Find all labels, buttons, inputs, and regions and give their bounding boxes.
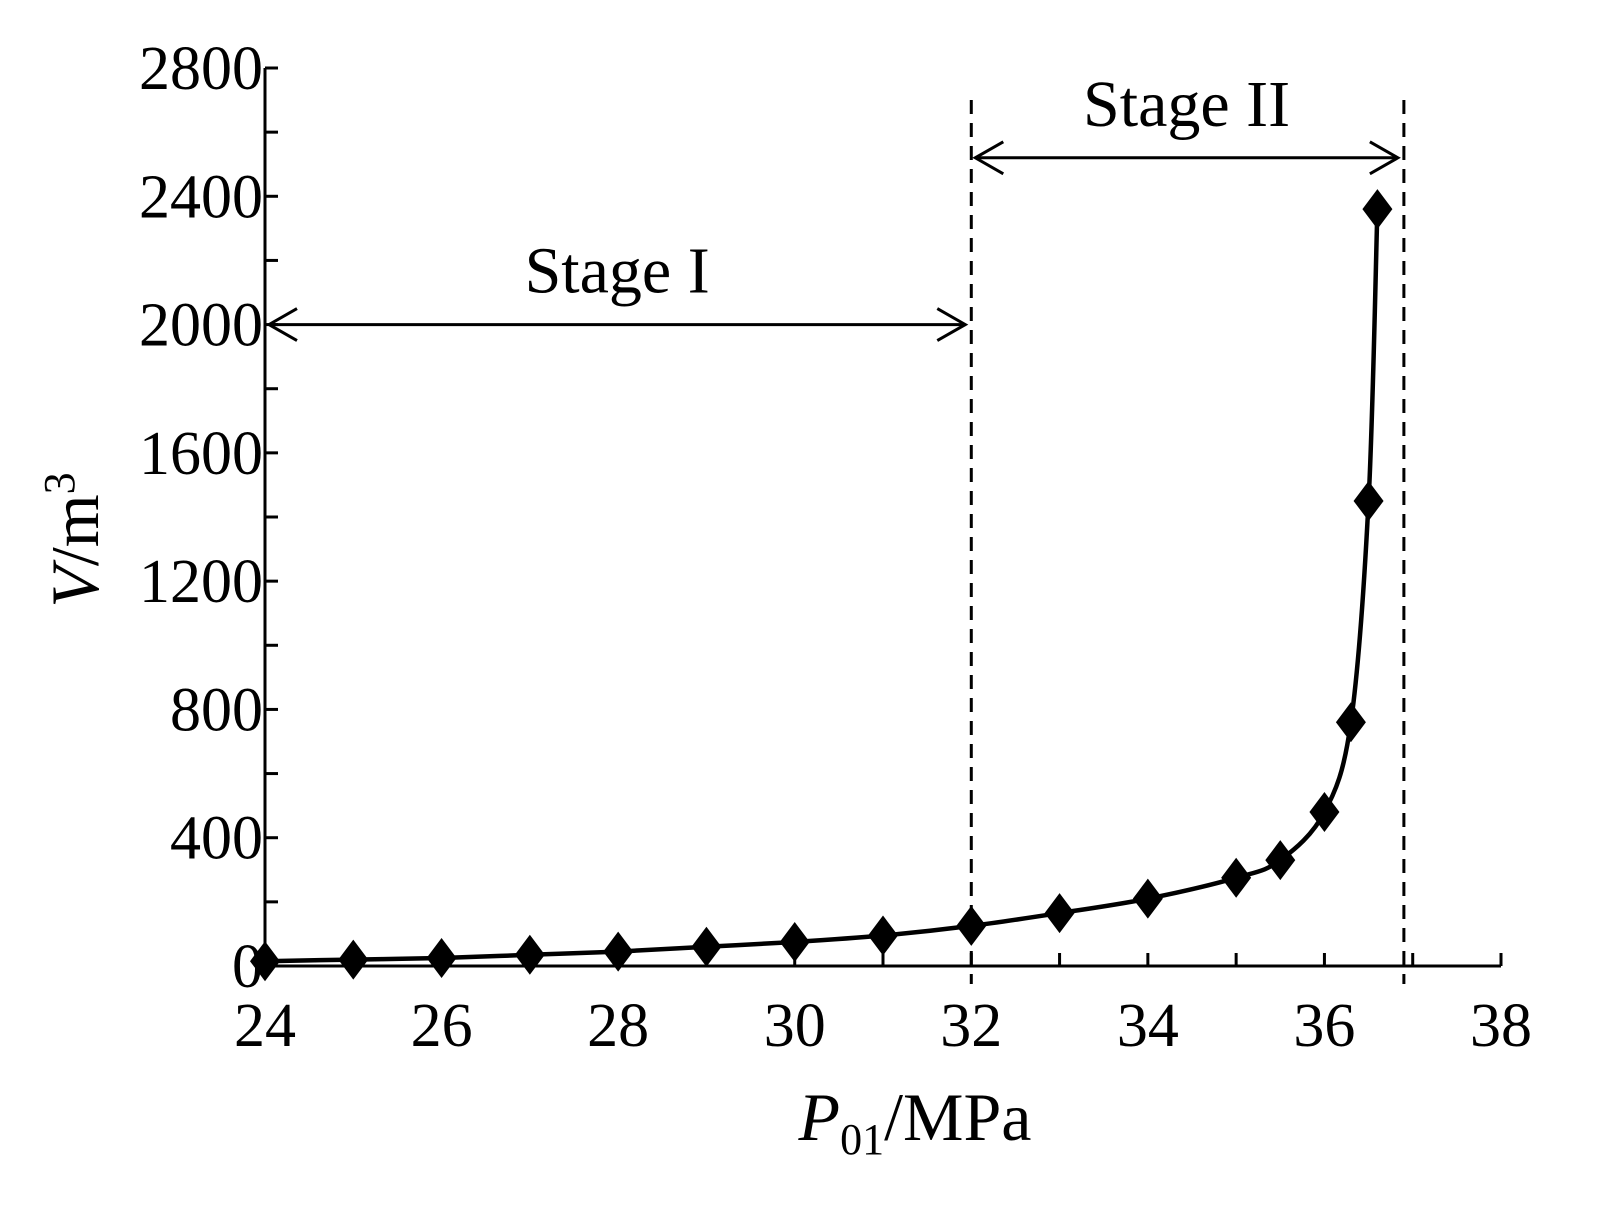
data-point [779,921,810,962]
y-axis-unit: /m [37,494,113,566]
x-tick-label: 34 [1117,992,1179,1060]
y-axis-title: V/m3 [35,472,113,607]
stage-arrow-head-right [1369,140,1401,176]
y-axis-symbol: V [37,559,113,608]
x-tick-label: 38 [1470,992,1532,1060]
x-tick-label: 24 [234,992,296,1060]
y-tick-label: 2000 [139,292,263,360]
stage-arrow-head-left [265,307,298,342]
data-point [1132,878,1163,919]
data-point [1335,702,1366,743]
x-ticks: 24 26 28 30 32 34 36 38 [234,953,1532,1060]
stage-label: Stage I [525,235,710,308]
x-axis-title: P01/MPa [798,1079,1032,1164]
x-tick-label: 30 [764,992,826,1060]
y-tick-label: 2800 [139,35,263,103]
x-axis-unit: /MPa [884,1079,1031,1155]
x-tick-label: 28 [587,992,649,1060]
data-point [691,926,722,967]
data-series [250,189,1393,982]
series-line [264,209,1380,964]
y-axis-superscript: 3 [35,472,84,494]
stage-arrow-head-left [972,140,1005,176]
data-point [1265,840,1296,881]
stage-boundaries [969,100,1406,984]
x-tick-label: 26 [411,992,473,1060]
y-tick-label: 400 [170,805,263,873]
y-tick-label: 1200 [139,548,263,616]
data-point [514,934,545,975]
data-point [250,941,280,982]
stage-label: Stage II [1083,68,1290,141]
data-point [1353,480,1384,521]
x-tick-label: 32 [940,992,1002,1060]
data-point [868,915,898,956]
y-tick-label: 1600 [139,420,263,488]
x-axis-symbol: P [798,1079,841,1155]
stage-arrows: Stage I Stage II [265,68,1401,342]
stage-arrow-head-right [936,307,969,342]
data-point [338,939,369,980]
data-point [956,905,987,946]
data-point [1362,189,1393,230]
y-tick-label: 2400 [139,163,263,231]
y-tick-label: 800 [170,676,263,744]
axes [263,68,1501,968]
x-axis-subscript: 01 [840,1115,884,1164]
data-point [426,937,457,978]
data-point [1044,893,1075,934]
data-point [1221,857,1252,898]
data-point [1309,792,1340,833]
data-point [603,931,634,972]
x-tick-label: 36 [1293,992,1355,1060]
